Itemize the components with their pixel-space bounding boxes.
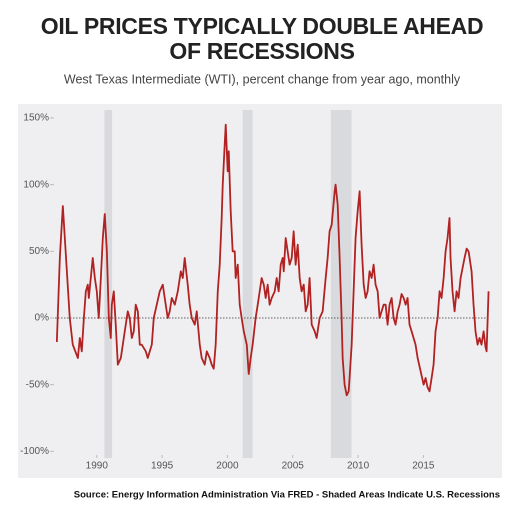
chart-title: OIL PRICES TYPICALLY DOUBLE AHEAD <box>41 13 484 39</box>
source-note: Source: Energy Information Administratio… <box>74 490 500 501</box>
y-tick-label: 100% <box>23 179 49 190</box>
x-tick-label: 2005 <box>282 461 305 472</box>
y-tick-label: 150% <box>23 113 49 124</box>
x-tick-label: 2000 <box>216 461 239 472</box>
data-line <box>55 123 490 397</box>
y-tick-label: 50% <box>29 246 49 257</box>
x-tick-label: 1995 <box>151 461 174 472</box>
x-tick-label: 1990 <box>86 461 109 472</box>
y-tick-label: -100% <box>20 446 49 457</box>
y-tick-label: -50% <box>26 379 49 390</box>
x-tick-label: 2010 <box>347 461 370 472</box>
chart-title: OF RECESSIONS <box>169 38 354 64</box>
chart-subtitle: West Texas Intermediate (WTI), percent c… <box>64 72 461 86</box>
plot-area: -100% -50% 0% 50% 100% 150% 1990 1995 2000 2005 20… <box>20 110 490 472</box>
x-tick-label: 2015 <box>412 461 435 472</box>
recession-band <box>242 110 253 458</box>
y-tick-label: 0% <box>35 313 50 324</box>
